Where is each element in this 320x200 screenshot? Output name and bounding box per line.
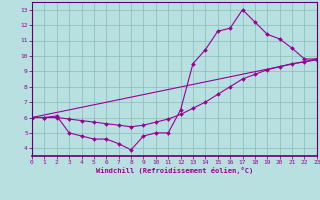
X-axis label: Windchill (Refroidissement éolien,°C): Windchill (Refroidissement éolien,°C) bbox=[96, 167, 253, 174]
